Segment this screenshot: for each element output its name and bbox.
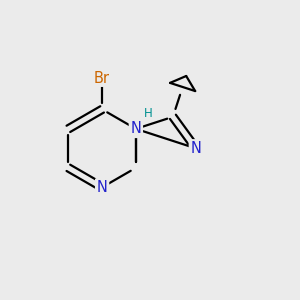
Text: H: H <box>144 106 153 120</box>
Text: N: N <box>190 141 201 156</box>
Text: N: N <box>97 180 108 195</box>
Text: Br: Br <box>94 70 110 86</box>
Text: N: N <box>130 122 141 136</box>
